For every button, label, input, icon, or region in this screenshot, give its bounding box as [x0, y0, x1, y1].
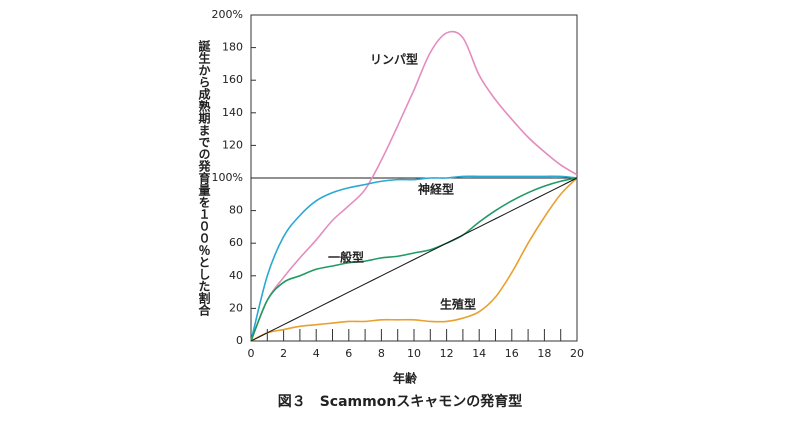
y-tick-label: 180 — [222, 41, 243, 54]
series-label: リンパ型 — [370, 52, 418, 67]
x-tick-label: 6 — [345, 347, 352, 360]
y-tick-label: 120 — [222, 138, 243, 151]
y-tick-label: 200% — [212, 8, 243, 21]
x-tick-label: 18 — [537, 347, 551, 360]
y-tick-label: 140 — [222, 106, 243, 119]
x-tick-label: 4 — [313, 347, 320, 360]
y-tick-label: 160 — [222, 73, 243, 86]
y-tick-label: 80 — [229, 204, 243, 217]
x-tick-label: 10 — [407, 347, 421, 360]
x-axis-label: 年齢 — [393, 371, 418, 386]
series-line — [250, 175, 578, 342]
y-tick-label: 0 — [236, 334, 243, 347]
x-tick-label: 16 — [505, 347, 519, 360]
series-line — [250, 30, 578, 342]
series-line — [250, 177, 578, 342]
x-tick-label: 20 — [570, 347, 584, 360]
x-tick-label: 14 — [472, 347, 486, 360]
y-tick-label: 20 — [229, 301, 243, 314]
y-tick-label: 40 — [229, 269, 243, 282]
series-label: 神経型 — [418, 182, 454, 197]
x-tick-label: 12 — [440, 347, 454, 360]
y-axis-label: 誕生から成熟期までの発育量を１００％とした割合 — [197, 39, 211, 317]
x-tick-label: 2 — [280, 347, 287, 360]
y-tick-label: 100% — [212, 171, 243, 184]
series-label: 生殖型 — [440, 297, 476, 312]
series-label: 一般型 — [328, 250, 364, 265]
y-tick-label: 60 — [229, 236, 243, 249]
series-line — [250, 177, 578, 342]
series-line — [250, 177, 578, 342]
x-tick-label: 0 — [248, 347, 255, 360]
x-tick-label: 8 — [378, 347, 385, 360]
caption: 図３ Scammonスキャモンの発育型 — [278, 393, 523, 410]
